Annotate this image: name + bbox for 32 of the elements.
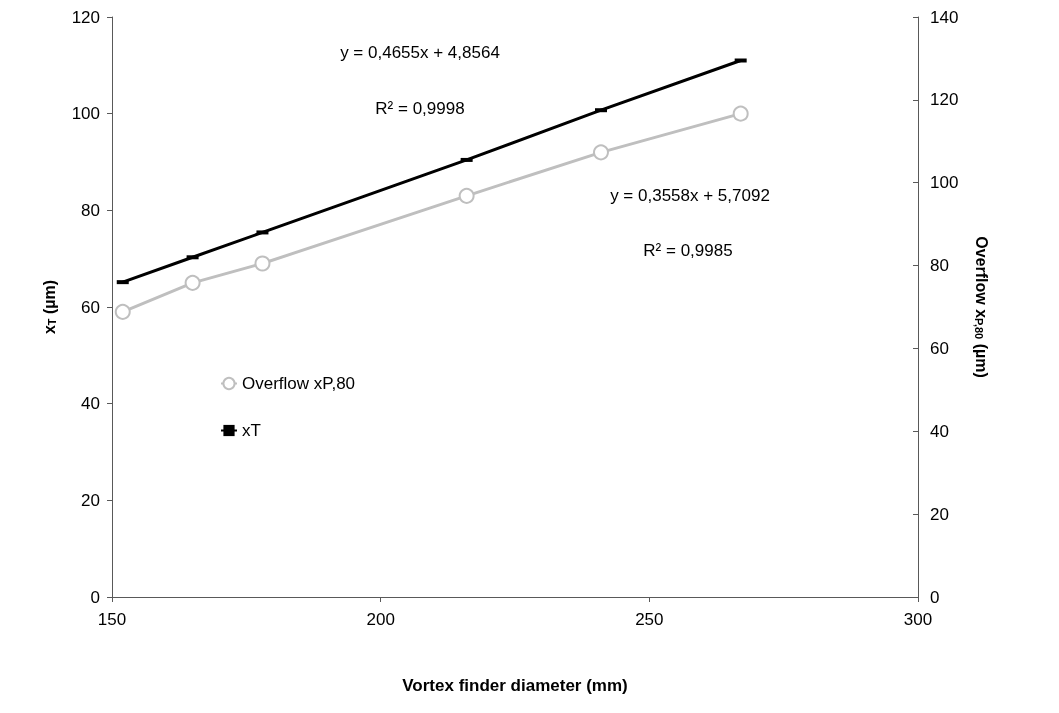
x-tick-label: 300 (903, 610, 933, 629)
y-tick-label: 100 (71, 104, 100, 124)
annotation: y = 0,3558x + 5,7092 (610, 185, 770, 205)
y2-tick-label: 20 (930, 504, 949, 524)
point (458, 187, 475, 204)
x-tick-label: 150 (97, 610, 127, 629)
point (254, 255, 271, 272)
x-tick-label: 250 (635, 610, 664, 629)
point (732, 105, 749, 122)
annotation: y = 0,4655x + 4,8564 (340, 42, 500, 62)
x-tick-label: 200 (366, 610, 395, 629)
point (184, 274, 201, 291)
y2-tick-label: 120 (930, 90, 959, 110)
legend-label: xT (242, 421, 261, 440)
y2-tick-label: 140 (930, 7, 959, 27)
y-tick-label: 120 (71, 7, 100, 27)
y-tick-label: 80 (81, 200, 100, 220)
y2-tick-label: 0 (930, 587, 940, 607)
y-tick-label: 60 (81, 297, 100, 317)
legend-label: Overflow xP,80 (242, 374, 356, 393)
annotation: R² = 0,9985 (643, 240, 733, 260)
y-tick-label: 20 (81, 490, 100, 510)
y2-tick-label: 40 (930, 421, 949, 441)
x-axis-title: Vortex finder diameter (mm) (402, 676, 628, 695)
y2-tick-label: 80 (930, 256, 949, 276)
y2-tick-label: 60 (930, 338, 949, 358)
y-tick-label: 0 (90, 587, 100, 607)
y2-tick-label: 100 (930, 173, 959, 193)
annotation: R² = 0,9998 (375, 98, 465, 118)
point (114, 303, 131, 320)
point (592, 144, 609, 161)
y-tick-label: 40 (81, 394, 100, 414)
